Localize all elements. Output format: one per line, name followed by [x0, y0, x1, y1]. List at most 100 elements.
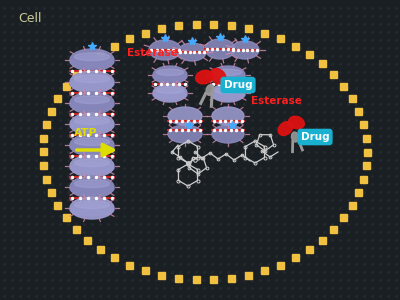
Ellipse shape	[70, 120, 114, 132]
Ellipse shape	[205, 39, 235, 59]
Bar	[306, 51, 313, 58]
Bar	[348, 95, 356, 102]
Bar	[228, 275, 235, 282]
Ellipse shape	[178, 43, 206, 61]
Bar	[245, 25, 252, 32]
Ellipse shape	[153, 72, 187, 82]
Bar	[330, 226, 338, 233]
Ellipse shape	[70, 49, 114, 71]
Ellipse shape	[206, 85, 214, 95]
Ellipse shape	[70, 162, 114, 174]
Bar	[126, 262, 133, 268]
Bar	[262, 267, 268, 274]
Ellipse shape	[153, 84, 187, 102]
Bar	[364, 148, 370, 155]
Ellipse shape	[211, 90, 245, 100]
Bar	[72, 226, 80, 233]
Bar	[210, 21, 217, 28]
Ellipse shape	[74, 201, 110, 208]
Bar	[193, 276, 200, 283]
Ellipse shape	[196, 70, 213, 84]
Ellipse shape	[70, 92, 114, 114]
Ellipse shape	[149, 40, 181, 60]
Bar	[43, 176, 50, 183]
Bar	[158, 272, 165, 279]
Ellipse shape	[214, 69, 242, 76]
Ellipse shape	[156, 69, 184, 76]
Ellipse shape	[231, 41, 259, 59]
Ellipse shape	[212, 125, 244, 143]
Ellipse shape	[211, 84, 245, 102]
Ellipse shape	[168, 125, 202, 143]
Ellipse shape	[70, 155, 114, 177]
Bar	[277, 35, 284, 42]
Ellipse shape	[70, 176, 114, 198]
Bar	[292, 43, 300, 50]
Ellipse shape	[211, 66, 245, 84]
Bar	[97, 246, 104, 253]
Bar	[97, 51, 104, 58]
Bar	[72, 71, 80, 78]
Ellipse shape	[292, 132, 298, 142]
Bar	[210, 276, 217, 283]
Bar	[110, 43, 118, 50]
Bar	[84, 236, 91, 244]
Bar	[126, 35, 133, 42]
Text: Drug: Drug	[301, 132, 329, 142]
Bar	[262, 30, 268, 37]
Bar	[355, 189, 362, 197]
Bar	[340, 214, 347, 221]
Bar	[63, 214, 70, 221]
Ellipse shape	[153, 90, 187, 100]
Ellipse shape	[74, 138, 110, 146]
Bar	[319, 61, 326, 68]
Bar	[48, 108, 55, 115]
Bar	[340, 82, 347, 89]
Ellipse shape	[74, 96, 110, 104]
Ellipse shape	[70, 113, 114, 135]
Text: Esterase: Esterase	[126, 47, 178, 58]
Bar	[175, 275, 182, 282]
Bar	[355, 108, 362, 115]
Bar	[84, 61, 91, 68]
Ellipse shape	[210, 68, 226, 84]
Bar	[362, 135, 370, 142]
Bar	[40, 148, 46, 155]
Bar	[228, 22, 235, 29]
Ellipse shape	[70, 197, 114, 219]
Bar	[40, 162, 48, 169]
Ellipse shape	[70, 56, 114, 68]
Bar	[362, 162, 370, 169]
Ellipse shape	[168, 107, 202, 125]
Bar	[306, 246, 313, 253]
Bar	[110, 254, 118, 261]
Bar	[158, 25, 165, 32]
Bar	[319, 236, 326, 244]
Ellipse shape	[156, 87, 184, 94]
Bar	[175, 22, 182, 29]
Ellipse shape	[70, 183, 114, 195]
Ellipse shape	[212, 107, 244, 125]
Ellipse shape	[74, 180, 110, 188]
Bar	[277, 262, 284, 268]
Ellipse shape	[211, 72, 245, 82]
Bar	[330, 71, 338, 78]
Bar	[43, 121, 50, 128]
Bar	[48, 189, 55, 197]
Text: ATP: ATP	[74, 128, 98, 139]
Bar	[54, 202, 62, 209]
Ellipse shape	[289, 116, 304, 129]
Ellipse shape	[70, 99, 114, 111]
Ellipse shape	[70, 71, 114, 93]
Bar	[54, 95, 62, 102]
Bar	[63, 82, 70, 89]
Ellipse shape	[74, 159, 110, 166]
Bar	[348, 202, 356, 209]
Bar	[292, 254, 300, 261]
Ellipse shape	[70, 141, 114, 153]
Ellipse shape	[74, 53, 110, 61]
Bar	[40, 135, 48, 142]
Ellipse shape	[74, 117, 110, 124]
Ellipse shape	[278, 122, 293, 135]
Bar	[193, 21, 200, 28]
